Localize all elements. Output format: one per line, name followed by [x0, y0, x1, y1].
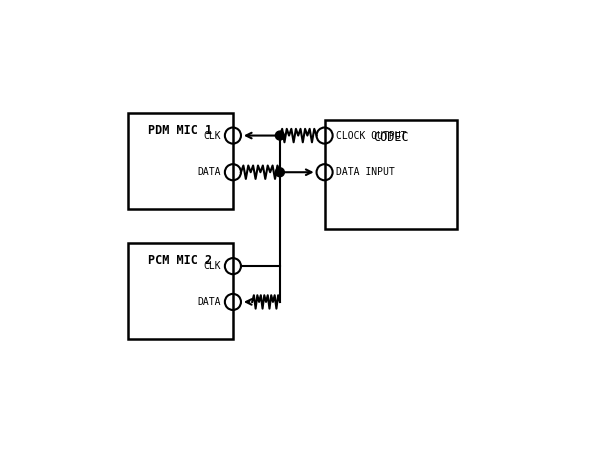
Text: CLK: CLK [203, 130, 221, 140]
Circle shape [275, 168, 284, 177]
Text: PCM MIC 2: PCM MIC 2 [148, 254, 212, 267]
Text: PDM MIC 1: PDM MIC 1 [148, 124, 212, 137]
Circle shape [275, 131, 284, 140]
Text: DATA: DATA [198, 297, 221, 307]
Text: CLOCK OUTPUT: CLOCK OUTPUT [336, 130, 407, 140]
Bar [128, 113, 233, 209]
Text: DATA: DATA [198, 167, 221, 177]
Bar [128, 243, 233, 339]
Text: DATA INPUT: DATA INPUT [336, 167, 395, 177]
Text: CLK: CLK [203, 261, 221, 271]
Text: CODEC: CODEC [373, 131, 409, 144]
Bar [325, 120, 457, 230]
